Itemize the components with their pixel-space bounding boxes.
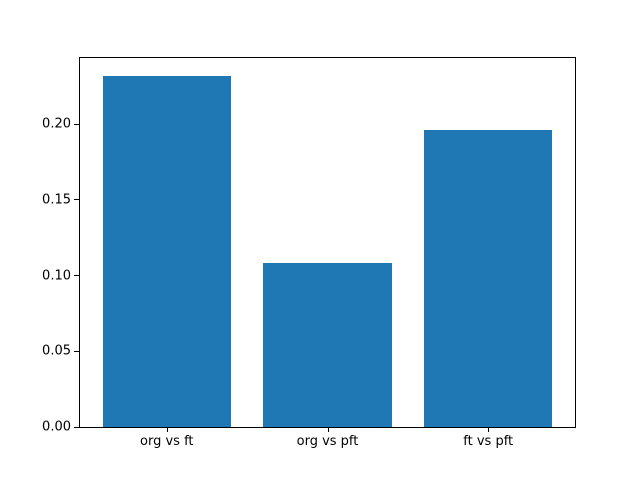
y-tick-label-0.10: 0.10 [42, 268, 71, 284]
x-tick-mark-org-vs-ft [166, 427, 168, 432]
x-tick-label-org-vs-ft: org vs ft [140, 434, 194, 449]
bar-org-vs-ft [102, 75, 232, 427]
y-tick-label-0.05: 0.05 [42, 343, 71, 359]
bars-layer [80, 58, 575, 427]
y-axis-ticks: 0.00 0.05 0.10 0.15 0.20 [42, 58, 575, 434]
y-tick-label-0.15: 0.15 [42, 192, 71, 208]
y-tick-mark-0.20 [74, 123, 79, 125]
y-tick-label-0.20: 0.20 [42, 116, 71, 132]
x-axis-ticks: org vs ft org vs pft ft vs pft [80, 58, 575, 448]
y-tick-label-0.00: 0.00 [42, 419, 71, 435]
bar-ft-vs-pft [423, 130, 553, 427]
bar-org-vs-pft [263, 263, 392, 427]
x-tick-label-org-vs-pft: org vs pft [296, 434, 359, 449]
y-tick-mark-0.00 [74, 426, 79, 428]
x-tick-label-ft-vs-pft: ft vs pft [463, 434, 514, 449]
plot-area: 0.00 0.05 0.10 0.15 0.20 org vs ft org vs pft… [42, 57, 576, 448]
y-tick-mark-0.05 [74, 350, 79, 352]
x-tick-mark-org-vs-pft [327, 427, 329, 432]
y-tick-mark-0.10 [74, 275, 79, 277]
y-tick-mark-0.15 [74, 199, 79, 201]
x-tick-mark-ft-vs-pft [488, 427, 490, 432]
